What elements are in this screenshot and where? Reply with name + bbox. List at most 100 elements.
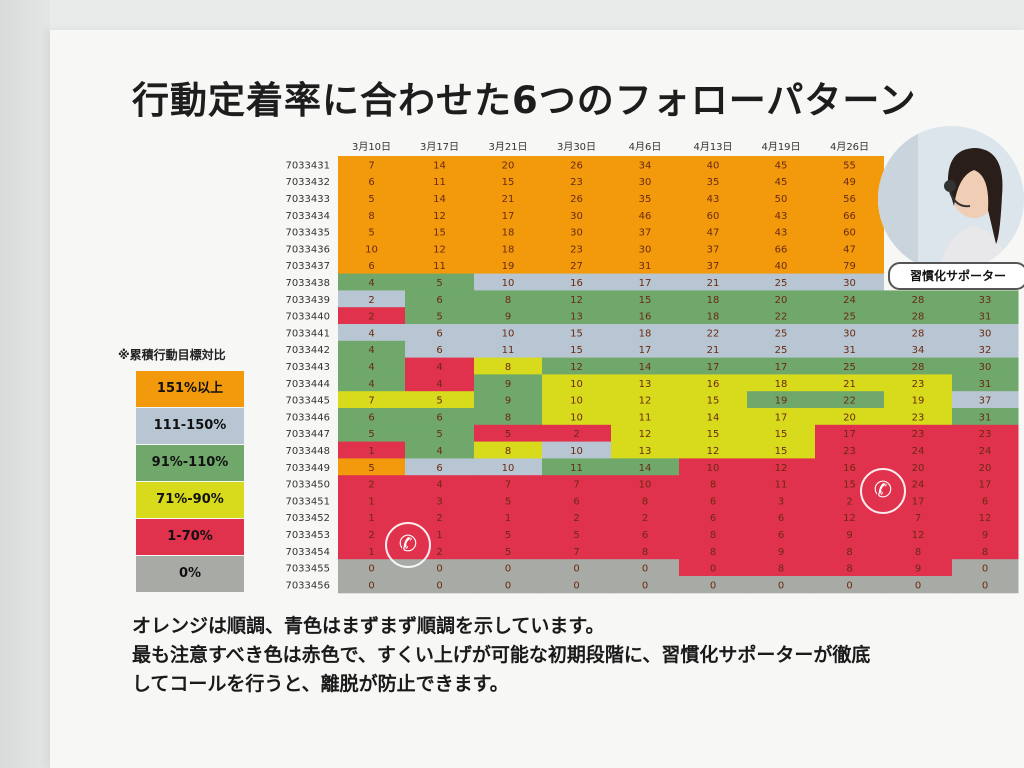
heatmap-cell xyxy=(405,559,475,577)
row-label: 7033432 xyxy=(285,177,330,188)
phone-icon: ✆ xyxy=(860,468,906,514)
heatmap-cell xyxy=(952,424,1019,443)
heatmap-cell xyxy=(815,307,885,325)
heatmap-cell xyxy=(474,408,543,426)
heatmap-cell xyxy=(542,240,612,258)
heatmap-cell xyxy=(952,525,1019,543)
cell-value: 8 xyxy=(642,547,648,558)
cell-value: 17 xyxy=(639,345,652,356)
cell-value: 5 xyxy=(505,429,511,440)
cell-value: 17 xyxy=(979,480,992,491)
cell-value: 5 xyxy=(368,228,374,239)
column-label: 4月13日 xyxy=(693,141,732,153)
cell-value: 0 xyxy=(778,580,784,591)
cell-value: 20 xyxy=(775,295,788,306)
heatmap-cell xyxy=(679,508,748,527)
cell-value: 6 xyxy=(436,295,442,306)
heatmap-cell xyxy=(338,240,406,258)
row-label: 7033441 xyxy=(285,328,330,339)
heatmap-cell xyxy=(405,240,475,258)
heatmap-cell xyxy=(747,508,816,527)
row-label: 7033434 xyxy=(285,211,330,222)
heatmap-cell xyxy=(474,424,543,443)
heatmap-cell xyxy=(338,256,406,275)
heatmap-cell xyxy=(542,206,612,224)
heatmap-cell xyxy=(815,559,885,577)
row-label: 7033456 xyxy=(285,580,330,591)
cell-value: 8 xyxy=(642,496,648,507)
cell-value: 12 xyxy=(843,513,856,524)
heatmap-cell xyxy=(542,441,612,459)
cell-value: 18 xyxy=(502,228,515,239)
heatmap-cell xyxy=(405,391,475,409)
phone-icon: ✆ xyxy=(385,522,431,568)
heatmap-cell xyxy=(815,240,885,258)
heatmap-cell xyxy=(542,391,612,409)
cell-value: 31 xyxy=(979,412,992,423)
row-label: 7033438 xyxy=(285,278,330,289)
cell-value: 4 xyxy=(436,362,442,373)
description-line-2: 最も注意すべき色は赤色で、すくい上げが可能な初期段階に、習慣化サポーターが徹底 xyxy=(132,644,871,666)
heatmap-cell xyxy=(338,559,406,577)
cell-value: 8 xyxy=(778,564,784,575)
heatmap-cell xyxy=(884,324,953,342)
legend-item-orange: 151%以上 xyxy=(136,370,244,407)
cell-value: 13 xyxy=(570,312,583,323)
heatmap-cell xyxy=(542,156,612,174)
cell-value: 2 xyxy=(436,513,442,524)
heatmap-cell xyxy=(542,256,612,275)
heatmap-cell xyxy=(679,458,748,476)
cell-value: 18 xyxy=(707,312,720,323)
heatmap-cell xyxy=(338,156,406,174)
heatmap-cell xyxy=(474,458,543,476)
heatmap-cell xyxy=(405,290,475,308)
cell-value: 23 xyxy=(570,177,583,188)
cell-value: 6 xyxy=(368,177,374,188)
heatmap-cell xyxy=(338,324,406,342)
heatmap-cell xyxy=(611,189,680,207)
heatmap-cell xyxy=(611,458,680,476)
cell-value: 6 xyxy=(436,345,442,356)
heatmap-cell xyxy=(542,424,612,443)
cell-value: 7 xyxy=(505,480,511,491)
cell-value: 15 xyxy=(707,429,720,440)
cell-value: 10 xyxy=(502,278,515,289)
heatmap-cell xyxy=(474,156,543,174)
heatmap-cell xyxy=(338,273,406,291)
cell-value: 9 xyxy=(505,396,511,407)
cell-value: 12 xyxy=(639,396,652,407)
heatmap-cell xyxy=(815,156,885,174)
cell-value: 30 xyxy=(639,177,652,188)
heatmap-cell xyxy=(679,256,748,275)
cell-value: 8 xyxy=(915,547,921,558)
cell-value: 24 xyxy=(912,446,925,457)
heatmap-cell xyxy=(952,441,1019,459)
page-title: 行動定着率に合わせた6つのフォローパターン xyxy=(132,79,917,122)
heatmap-cell xyxy=(952,576,1019,594)
heatmap-cell xyxy=(884,458,953,476)
cell-value: 3 xyxy=(778,496,784,507)
cell-value: 24 xyxy=(843,295,856,306)
heatmap-cell xyxy=(679,340,748,359)
heatmap-cell xyxy=(747,525,816,543)
heatmap-cell xyxy=(405,374,475,392)
heatmap-cell xyxy=(611,408,680,426)
cell-value: 1 xyxy=(505,513,511,524)
cell-value: 21 xyxy=(707,278,720,289)
heatmap-cell xyxy=(474,307,543,325)
cell-value: 12 xyxy=(707,446,720,457)
heatmap-cell xyxy=(747,189,816,207)
cell-value: 12 xyxy=(433,211,446,222)
row-label: 7033435 xyxy=(285,228,330,239)
column-label: 3月21日 xyxy=(488,141,527,153)
heatmap-cell xyxy=(611,340,680,359)
heatmap-cell xyxy=(747,576,816,594)
heatmap-cell xyxy=(474,189,543,207)
cell-value: 60 xyxy=(707,211,720,222)
cell-value: 30 xyxy=(570,211,583,222)
cell-value: 43 xyxy=(775,211,788,222)
heatmap-cell xyxy=(952,290,1019,308)
heatmap-cell xyxy=(405,458,475,476)
cell-value: 13 xyxy=(639,446,652,457)
heatmap-cell xyxy=(405,223,475,241)
